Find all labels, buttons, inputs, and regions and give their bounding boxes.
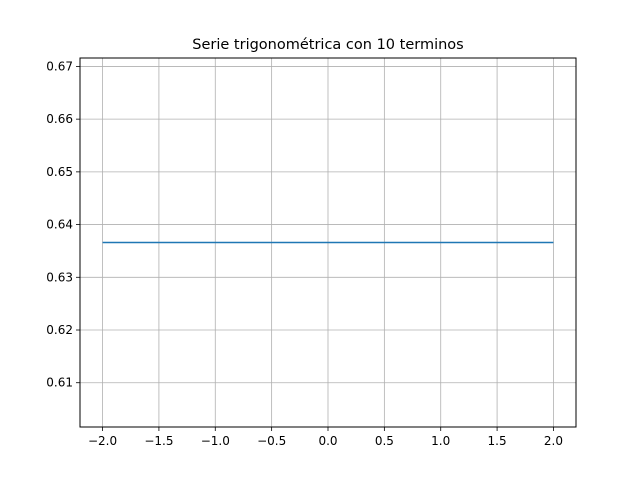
x-tick-label: −0.5 xyxy=(257,434,286,448)
x-tick-label: −2.0 xyxy=(88,434,117,448)
x-tick-label: 2.0 xyxy=(544,434,563,448)
y-tick-label: 0.64 xyxy=(46,218,73,232)
x-tick-label: 0.5 xyxy=(375,434,394,448)
y-tick-label: 0.61 xyxy=(46,376,73,390)
y-tick-label: 0.67 xyxy=(46,59,73,73)
chart-title: Serie trigonométrica con 10 terminos xyxy=(192,37,463,53)
x-tick-label: −1.0 xyxy=(201,434,230,448)
tick-layer: −2.0 −1.5 −1.0 −0.5 0.0 0.5 1.0 1.5 2.0 0.61 0.62 0… xyxy=(46,59,563,448)
y-tick-label: 0.63 xyxy=(46,270,73,284)
y-tick-label: 0.62 xyxy=(46,323,73,337)
x-tick-label: −1.5 xyxy=(144,434,173,448)
y-tick-label: 0.66 xyxy=(46,112,73,126)
x-tick-label: 1.5 xyxy=(488,434,507,448)
x-tick-label: 0.0 xyxy=(318,434,337,448)
y-tick-label: 0.65 xyxy=(46,165,73,179)
x-tick-label: 1.0 xyxy=(431,434,450,448)
